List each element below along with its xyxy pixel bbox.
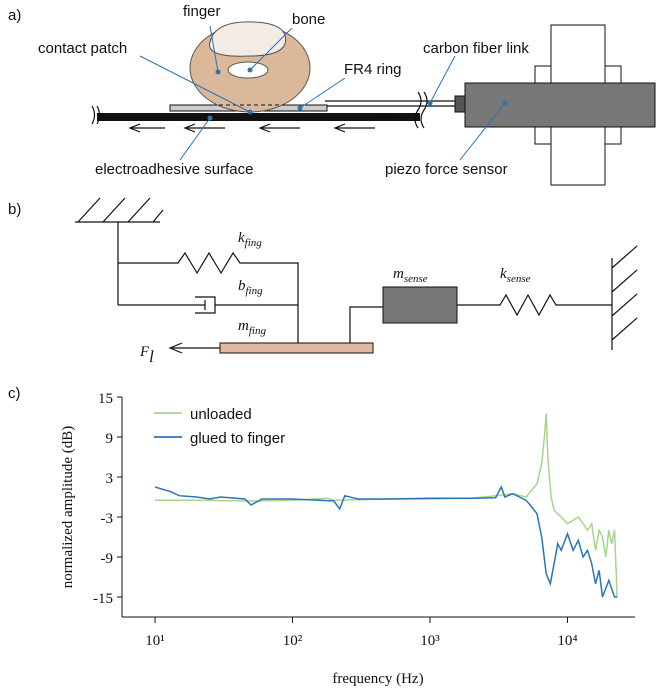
- label: finger: [183, 3, 221, 20]
- label: contact patch: [38, 40, 127, 57]
- leader-dot: [247, 67, 253, 73]
- leader-dot: [502, 100, 508, 106]
- x-tick-label: 10²: [283, 633, 303, 649]
- sensor-tip: [454, 95, 466, 113]
- leader: [139, 55, 251, 113]
- label-k-sense: ksense: [500, 266, 531, 285]
- series-line: [155, 413, 618, 598]
- legend-label: glued to finger: [190, 430, 285, 447]
- panel-a: a) finger bone contact patch FR4 ring ca: [8, 3, 656, 186]
- panel-label: c): [8, 385, 21, 402]
- bone-outline: [209, 21, 287, 57]
- legend-label: unloaded: [190, 406, 252, 423]
- label-force: Fl: [139, 344, 154, 366]
- leader-dot: [247, 109, 253, 115]
- panel-label: b): [8, 201, 21, 218]
- piezo-sensor: [464, 82, 656, 128]
- label: bone: [292, 11, 325, 28]
- y-tick-label: 15: [98, 391, 113, 407]
- motion-arrows: [128, 113, 405, 133]
- leader: [429, 55, 456, 104]
- spring-k-fing: [117, 222, 299, 343]
- label: FR4 ring: [344, 61, 402, 78]
- series-line: [154, 485, 618, 598]
- x-tick-label: 10⁴: [557, 633, 577, 649]
- leader: [459, 102, 506, 161]
- y-tick-label: -3: [101, 511, 114, 527]
- y-tick-label: -9: [101, 551, 114, 567]
- leader-dot: [207, 115, 213, 121]
- y-tick-label: -15: [93, 591, 113, 607]
- y-axis-label: normalized amplitude (dB): [60, 426, 76, 588]
- panel-c: c) normalized amplitude (dB) frequency (…: [8, 385, 635, 687]
- y-tick-label: 3: [106, 471, 114, 487]
- ground: [75, 197, 164, 223]
- leader: [209, 25, 219, 73]
- leader: [179, 117, 211, 161]
- x-axis-label: frequency (Hz): [332, 671, 423, 687]
- damper-b-fing: [118, 296, 298, 314]
- break-mark: [91, 91, 428, 129]
- leader: [299, 77, 346, 109]
- leader-dot: [297, 105, 303, 111]
- label: piezo force sensor: [385, 161, 508, 178]
- spring-k-sense: [457, 293, 612, 317]
- link: [349, 306, 383, 343]
- mass-m-fing: [219, 342, 374, 354]
- y-tick-label: 9: [106, 431, 114, 447]
- x-tick-label: 10¹: [145, 633, 165, 649]
- label-m-sense: msense: [393, 266, 428, 285]
- label: electroadhesive surface: [95, 161, 253, 178]
- label-m-fing: mfing: [238, 318, 266, 337]
- label-b-fing: bfing: [238, 278, 263, 297]
- x-tick-label: 10³: [420, 633, 440, 649]
- surface: [97, 113, 420, 121]
- leader-dot: [427, 100, 433, 106]
- mass-m-sense: [382, 286, 458, 324]
- force-arrow: [168, 342, 220, 354]
- panel-b: b) kfing bfing mfing msense ksense Fl: [8, 197, 638, 366]
- wall: [611, 245, 638, 350]
- panel-label: a): [8, 7, 21, 24]
- leader: [249, 27, 293, 71]
- label: carbon fiber link: [423, 40, 529, 57]
- label-k-fing: kfing: [238, 230, 262, 249]
- leader-dot: [215, 69, 221, 75]
